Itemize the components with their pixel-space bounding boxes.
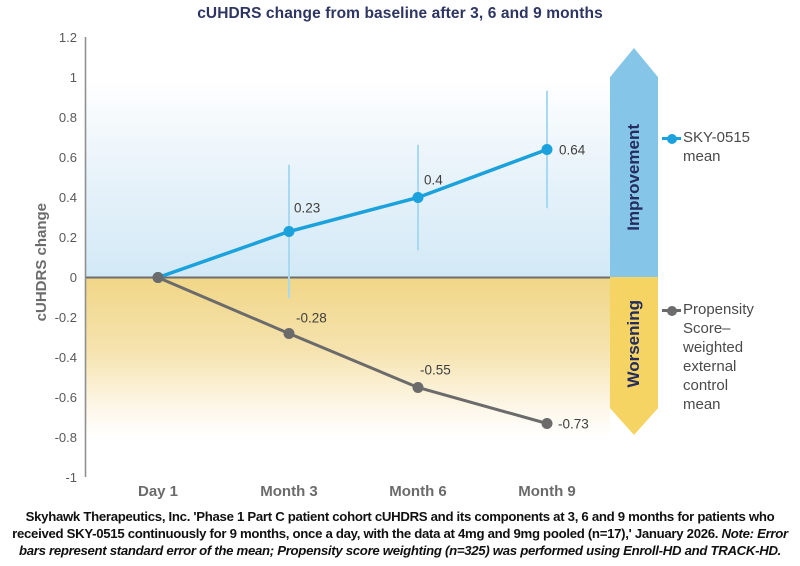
legend-item-control: Propensity Score–weighted external contr… — [662, 300, 767, 414]
legend-item-sky0515: SKY-0515 mean — [662, 128, 767, 166]
worsening-arrow: Worsening — [610, 277, 658, 435]
data-point — [541, 418, 553, 429]
y-tick-label: -0.6 — [55, 390, 77, 405]
data-point — [283, 328, 295, 339]
improvement-arrow-label-wrap: Improvement — [610, 77, 658, 277]
improvement-arrow: Improvement — [610, 48, 658, 277]
x-axis-label: Month 3 — [260, 483, 318, 500]
point-label: 0.64 — [559, 143, 586, 158]
series-line-1 — [156, 276, 549, 425]
y-tick-label: -0.2 — [55, 310, 77, 325]
x-axis-label: Month 6 — [389, 483, 447, 500]
point-label: 0.23 — [294, 201, 320, 216]
legend-label-control: Propensity Score–weighted external contr… — [683, 301, 754, 413]
improvement-arrow-label: Improvement — [624, 123, 643, 231]
legend-dot — [666, 305, 677, 316]
y-tick-label: -0.8 — [55, 430, 77, 445]
y-tick-label: 0.2 — [59, 230, 77, 245]
worsening-arrow-label-wrap: Worsening — [610, 277, 658, 410]
data-point — [283, 226, 295, 237]
series-line-0 — [156, 147, 549, 280]
control-legend-marker-icon — [662, 300, 681, 320]
chart-title: cUHDRS change from baseline after 3, 6 a… — [197, 5, 603, 22]
worsening-arrow-label: Worsening — [624, 299, 643, 388]
data-point — [541, 144, 553, 155]
x-axis-label: Day 1 — [138, 483, 178, 500]
y-tick-label: 1 — [70, 70, 77, 85]
y-tick-label: 0 — [70, 270, 77, 285]
y-tick-label: -1 — [65, 470, 77, 485]
point-label: -0.73 — [558, 417, 589, 432]
legend-dot — [666, 133, 677, 144]
sky0515-legend-marker-icon — [662, 128, 681, 148]
caption-note: Note: Error bars represent standard erro… — [18, 525, 788, 558]
data-point — [152, 272, 164, 283]
source-caption: Skyhawk Therapeutics, Inc. 'Phase 1 Part… — [8, 509, 792, 559]
point-label: -0.28 — [296, 311, 327, 326]
y-tick-label: 0.8 — [59, 110, 77, 125]
y-tick-label: 0.6 — [59, 150, 77, 165]
y-tick-label: 1.2 — [59, 30, 77, 45]
data-point — [412, 192, 424, 203]
point-label: 0.4 — [424, 173, 443, 188]
y-tick-label: -0.4 — [55, 350, 77, 365]
caption-text: Skyhawk Therapeutics, Inc. 'Phase 1 Part… — [12, 509, 775, 541]
point-label: -0.55 — [420, 363, 451, 378]
data-point — [412, 382, 424, 393]
x-axis-label: Month 9 — [518, 483, 576, 500]
y-tick-label: 0.4 — [59, 190, 77, 205]
legend-label-sky0515: SKY-0515 mean — [683, 129, 751, 165]
